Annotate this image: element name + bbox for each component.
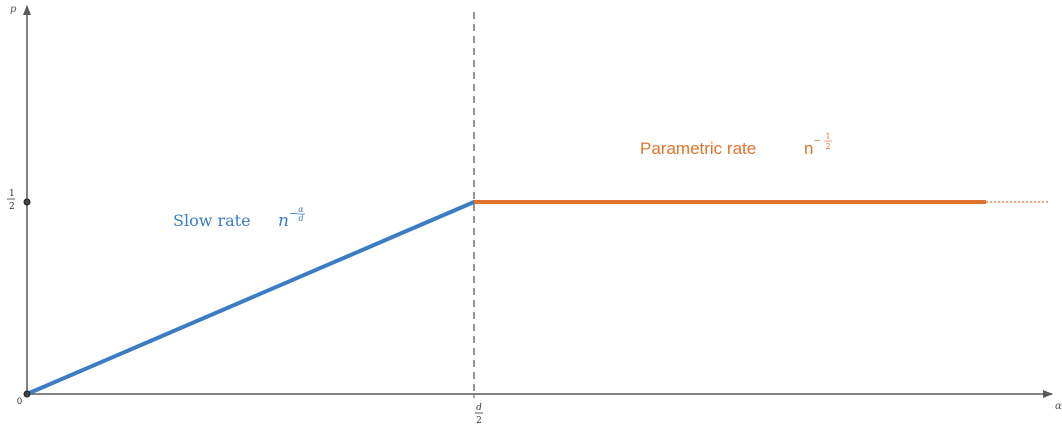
slow-rate-text: Slow rate bbox=[173, 211, 251, 230]
y-tick-half-num: 1 bbox=[9, 189, 15, 199]
slow-rate-exp-num: α bbox=[298, 205, 304, 214]
slow-rate-minus: − bbox=[289, 207, 298, 220]
slow-rate-base: n bbox=[278, 211, 289, 231]
slow-rate-label: Slow rate n − α d bbox=[173, 205, 305, 231]
y-tick-half-den: 2 bbox=[9, 202, 15, 212]
parametric-rate-minus: − bbox=[814, 135, 820, 147]
parametric-rate-exp-den: 2 bbox=[825, 142, 830, 151]
origin-label: 0 bbox=[17, 396, 22, 406]
parametric-rate-exp-num: 1 bbox=[825, 132, 830, 141]
y-tick-half: 1 2 bbox=[7, 189, 15, 212]
origin-point bbox=[23, 390, 31, 398]
y-axis-label: p bbox=[10, 4, 17, 15]
parametric-rate-text: Parametric rate bbox=[640, 139, 756, 158]
parametric-rate-label: Parametric rate n − 1 2 bbox=[640, 132, 832, 158]
x-tick-d-half-den: 2 bbox=[476, 416, 482, 426]
x-tick-d-half: d 2 bbox=[473, 394, 483, 426]
x-axis-label: α bbox=[1055, 401, 1062, 412]
x-tick-d-half-num: d bbox=[476, 403, 482, 413]
parametric-rate-base: n bbox=[804, 139, 813, 158]
y-half-point bbox=[23, 198, 31, 206]
slow-rate-exp-den: d bbox=[298, 214, 303, 223]
slow-rate-line bbox=[25, 200, 476, 396]
